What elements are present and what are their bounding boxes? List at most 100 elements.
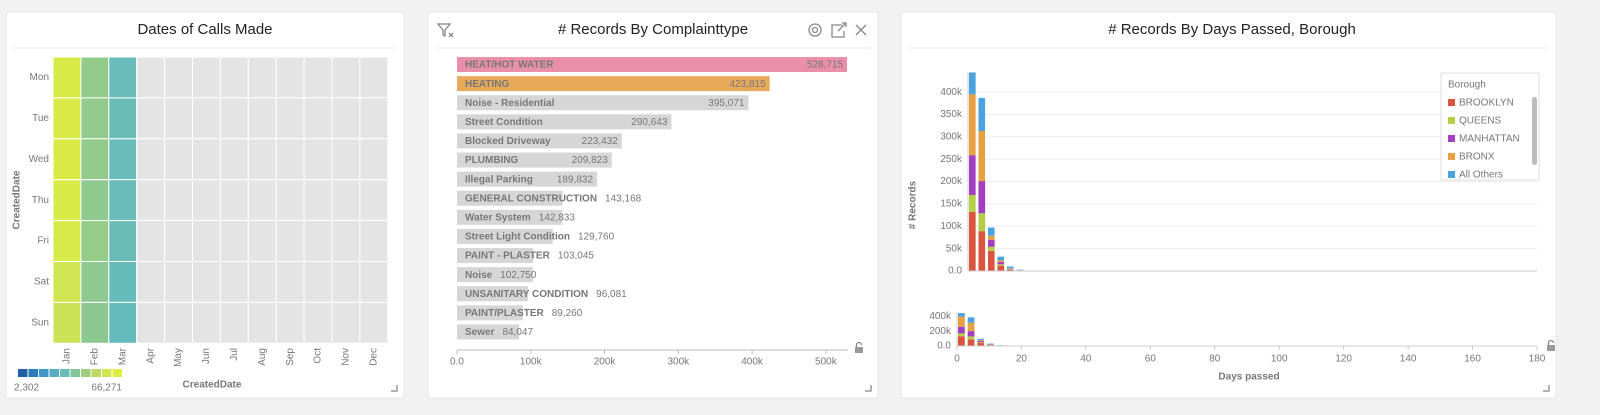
empty-cell: [359, 220, 389, 263]
x-tick-label: 60: [1145, 354, 1157, 365]
bar: [457, 267, 533, 283]
heat-cell: [80, 220, 110, 263]
empty-cell: [303, 56, 333, 99]
y-tick-label: 200k: [940, 176, 963, 187]
value-label: 84,047: [502, 327, 533, 338]
bar-segment: [958, 333, 965, 337]
category-label: UNSANITARY CONDITION: [465, 289, 588, 300]
bar: [457, 76, 770, 92]
y-tick-label: 250k: [940, 154, 963, 165]
empty-cell: [136, 220, 166, 263]
bar-segment: [977, 338, 985, 341]
chart-title: Dates of Calls Made: [137, 21, 272, 38]
empty-cell: [303, 301, 333, 344]
bar-segment: [977, 341, 985, 343]
bar: [457, 190, 563, 206]
empty-cell: [247, 97, 277, 140]
bar-segment: [969, 211, 976, 271]
export-icon[interactable]: [831, 22, 847, 38]
x-tick-label: 140: [1400, 354, 1417, 365]
x-tick-label: Dec: [368, 348, 379, 366]
bar-segment: [967, 322, 975, 332]
y-tick-label: 0.0: [937, 341, 951, 352]
legend-swatch: [102, 369, 112, 377]
bar: [457, 114, 672, 130]
category-label: HEAT/HOT WATER: [465, 60, 554, 71]
y-tick-label: Wed: [29, 154, 49, 165]
x-tick-label: 40: [1080, 354, 1092, 365]
bar: [457, 95, 749, 111]
empty-cell: [275, 261, 305, 303]
close-icon[interactable]: [855, 24, 867, 36]
empty-cell: [192, 97, 221, 140]
bar-segment: [958, 326, 965, 334]
empty-cell: [136, 56, 166, 99]
bar: [457, 324, 520, 340]
empty-cell: [275, 56, 305, 99]
value-label: 223,432: [582, 136, 619, 147]
empty-cell: [192, 138, 221, 181]
legend-swatch: [1448, 117, 1455, 124]
empty-cell: [247, 261, 277, 303]
lock-icon[interactable]: [855, 341, 863, 354]
bar-segment: [978, 131, 986, 182]
heat-cell: [108, 261, 138, 303]
empty-cell: [359, 56, 389, 99]
empty-cell: [303, 138, 333, 181]
bar-segment: [969, 72, 976, 95]
empty-cell: [247, 138, 277, 181]
resize-handle[interactable]: [1543, 385, 1550, 392]
value-label: 528,715: [807, 60, 844, 71]
bar-segment: [987, 343, 994, 345]
category-label: Street Condition: [465, 117, 543, 128]
y-tick-label: 200k: [929, 326, 952, 337]
bar-segment: [978, 213, 986, 232]
x-tick-label: 20: [1016, 354, 1028, 365]
legend-swatch: [112, 369, 122, 377]
settings-icon[interactable]: [808, 23, 822, 37]
empty-cell: [247, 179, 277, 222]
empty-cell: [275, 301, 305, 344]
x-tick-label: Aug: [257, 348, 268, 366]
empty-cell: [331, 220, 361, 263]
x-tick-label: 0.0: [450, 357, 464, 368]
bar-segment: [958, 316, 965, 327]
empty-cell: [331, 301, 361, 344]
empty-cell: [247, 220, 277, 263]
empty-cell: [136, 97, 166, 140]
bar-segment: [977, 340, 985, 342]
category-label: PLUMBING: [465, 155, 519, 166]
category-label: Street Light Condition: [465, 232, 570, 243]
bar-segment: [967, 336, 975, 340]
lock-icon[interactable]: [1547, 339, 1555, 352]
x-tick-label: 0: [954, 354, 960, 365]
y-tick-label: Tue: [32, 113, 49, 124]
empty-cell: [164, 220, 194, 263]
category-label: PAINT - PLASTER: [465, 251, 551, 262]
bar-segment: [987, 235, 995, 240]
category-label: Sewer: [465, 327, 495, 338]
empty-cell: [275, 220, 305, 263]
y-tick-label: 0.0: [948, 266, 962, 277]
legend-swatch: [70, 369, 80, 377]
bar-segment: [978, 181, 986, 214]
empty-cell: [164, 261, 194, 303]
bar-segment: [969, 155, 976, 195]
x-tick-label: 500k: [815, 357, 838, 368]
x-tick-label: Feb: [89, 348, 100, 366]
resize-handle[interactable]: [865, 385, 872, 392]
heat-cell: [108, 138, 138, 181]
y-tick-label: 300k: [940, 131, 963, 142]
empty-cell: [331, 97, 361, 140]
value-label: 129,760: [578, 232, 615, 243]
empty-cell: [164, 138, 194, 181]
filter-icon[interactable]: [436, 23, 454, 38]
resize-handle[interactable]: [391, 385, 398, 392]
heat-cell: [52, 301, 82, 344]
empty-cell: [136, 138, 166, 181]
heat-cell: [108, 301, 138, 344]
heat-cell: [52, 56, 82, 99]
x-tick-label: Oct: [313, 348, 324, 364]
y-tick-label: Sat: [34, 277, 49, 288]
x-tick-label: 180: [1529, 354, 1546, 365]
